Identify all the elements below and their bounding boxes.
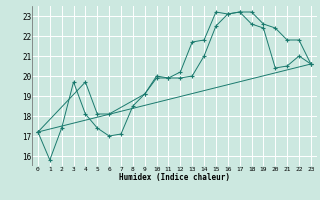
X-axis label: Humidex (Indice chaleur): Humidex (Indice chaleur) (119, 173, 230, 182)
